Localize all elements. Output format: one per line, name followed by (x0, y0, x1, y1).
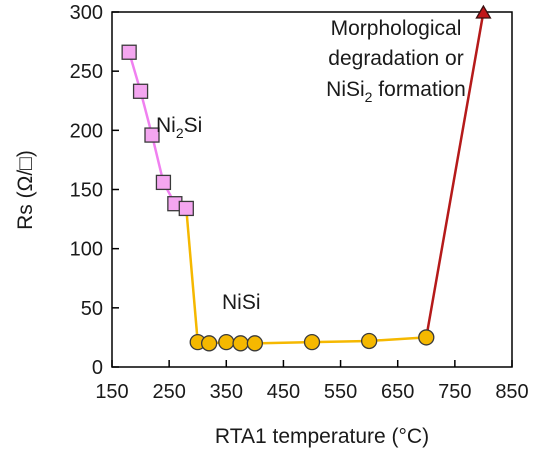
y-axis-title: Rs (Ω/□) (14, 150, 37, 230)
nisi-point (303, 333, 321, 351)
nisi-point (232, 335, 249, 352)
y-tick-label: 100 (70, 239, 103, 261)
x-tick-label: 550 (324, 381, 357, 403)
nisi-point (218, 333, 235, 351)
y-tick-label: 300 (70, 2, 103, 24)
x-axis-title: RTA1 temperature (°C) (215, 425, 429, 448)
y-tick-label: 150 (70, 180, 103, 202)
annotation-morph-line1: Morphological (331, 17, 462, 40)
ni2si-point (178, 200, 194, 217)
series2-point (475, 4, 492, 19)
x-tick-label: 450 (267, 381, 300, 403)
nisi-point (246, 335, 264, 352)
ni2si-point (132, 83, 149, 99)
connector-line-0 (185, 208, 199, 343)
nisi-point (360, 332, 378, 350)
ni2si-point (121, 44, 137, 60)
annotation-morph-line3: NiSi2 formation (326, 78, 466, 105)
ni2si-point (144, 127, 160, 143)
connector-line-1 (425, 11, 485, 338)
y-tick-label: 250 (70, 61, 103, 83)
y-tick-label: 0 (92, 357, 103, 379)
x-tick-label: 350 (210, 381, 243, 403)
data-markers (121, 4, 492, 352)
x-tick-label: 150 (95, 381, 128, 403)
annotation-ni2si: Ni2Si (156, 114, 202, 141)
ni2si-point (155, 174, 172, 191)
x-tick-label: 750 (438, 381, 471, 403)
x-tick-label: 250 (152, 381, 185, 403)
annotation-nisi: NiSi (222, 291, 261, 314)
y-tick-label: 200 (70, 120, 103, 142)
nisi-point (200, 335, 218, 352)
x-tick-label: 650 (381, 381, 414, 403)
nisi-point (418, 329, 435, 346)
tick-labels: 0 50 100 150 200 250 300 150 250 350 450 550 650 750 8… (70, 2, 529, 403)
x-tick-label: 850 (495, 381, 528, 403)
annotation-morph-line2: degradation or (328, 47, 463, 70)
axes (111, 11, 513, 368)
y-tick-label: 50 (81, 298, 103, 320)
